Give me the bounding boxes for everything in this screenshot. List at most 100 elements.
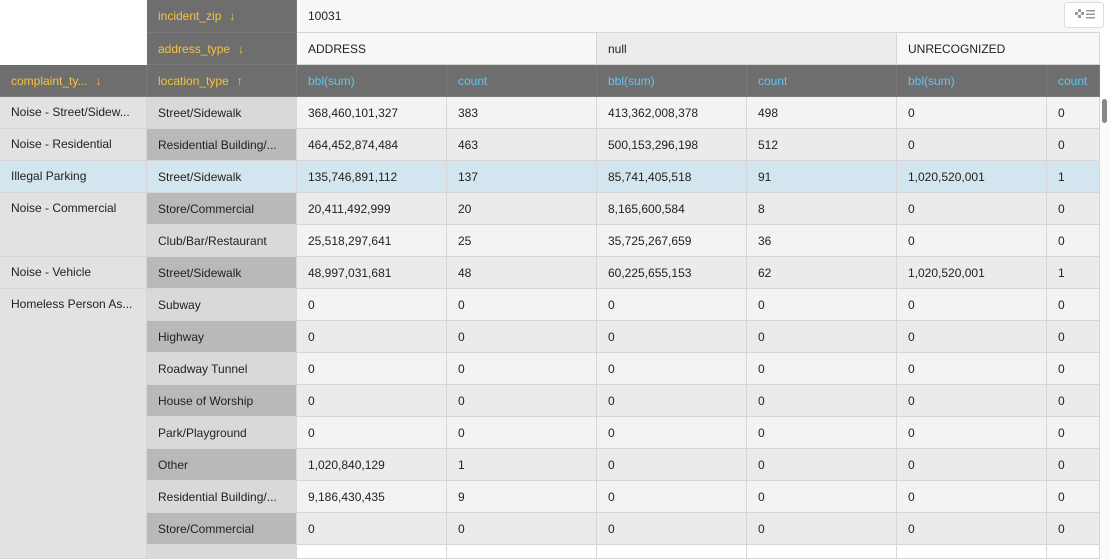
cell-text: 60,225,655,153 <box>608 265 692 280</box>
sort-arrow: ↓ <box>229 9 236 23</box>
cell-text: location_type <box>158 73 229 88</box>
cell-text: 498 <box>758 105 779 120</box>
value-cell: 0 <box>1047 289 1100 321</box>
cell-text: Park/Playground <box>158 425 247 440</box>
location-cell <box>147 545 297 559</box>
value-cell: 62 <box>747 257 897 289</box>
cell-text: bbl(sum) <box>308 73 355 88</box>
cell-text: count <box>458 73 488 88</box>
value-cell: 85,741,405,518 <box>597 161 747 193</box>
location-cell: Other <box>147 449 297 481</box>
measure-header: bbl(sum) <box>297 65 447 97</box>
location-cell: House of Worship <box>147 385 297 417</box>
cell-text: Illegal Parking <box>11 169 87 183</box>
cell-text: 0 <box>608 329 615 344</box>
row-field: complaint_ty... ↓ <box>0 65 147 97</box>
cell-text: 0 <box>308 361 315 376</box>
value-cell: 0 <box>897 129 1047 161</box>
value-cell: 0 <box>447 513 597 545</box>
value-cell: 9,186,430,435 <box>297 481 447 513</box>
value-cell: 20 <box>447 193 597 225</box>
cell-text: 0 <box>1058 297 1065 312</box>
value-cell: 0 <box>897 513 1047 545</box>
value-cell: 0 <box>597 289 747 321</box>
cell-text: 0 <box>458 425 465 440</box>
cell-text: ADDRESS <box>308 41 367 56</box>
cell-text: 0 <box>1058 521 1065 536</box>
cell-text: incident_zip <box>158 9 222 23</box>
value-cell: 0 <box>447 353 597 385</box>
cell-text: 500,153,296,198 <box>608 137 699 152</box>
value-cell: 0 <box>897 417 1047 449</box>
location-cell: Residential Building/... <box>147 129 297 161</box>
location-cell: Street/Sidewalk <box>147 161 297 193</box>
cell-text: 20,411,492,999 <box>308 201 391 216</box>
cell-text: 0 <box>758 361 765 376</box>
group-cell: Noise - Vehicle <box>0 257 147 289</box>
value-cell: 48 <box>447 257 597 289</box>
scrollbar[interactable] <box>1100 97 1110 559</box>
cell-text: 0 <box>908 137 915 152</box>
column-field: incident_zip ↓ <box>147 0 297 33</box>
value-cell: 91 <box>747 161 897 193</box>
cell-text: bbl(sum) <box>908 73 955 88</box>
cell-text: 0 <box>758 393 765 408</box>
value-cell: 0 <box>747 449 897 481</box>
cell-text: 464,452,874,484 <box>308 137 399 152</box>
cell-text: 0 <box>1058 105 1065 120</box>
value-cell: 135,746,891,112 <box>297 161 447 193</box>
cell-text: Street/Sidewalk <box>158 169 242 184</box>
value-cell: 0 <box>747 481 897 513</box>
cell-text: 0 <box>1058 457 1065 472</box>
scrollbar-thumb[interactable] <box>1102 99 1107 123</box>
cell-text: UNRECOGNIZED <box>908 41 1006 56</box>
value-cell: 0 <box>597 417 747 449</box>
cell-text: 0 <box>458 297 465 312</box>
group-cell: Homeless Person As... <box>0 289 147 559</box>
cell-text: 0 <box>1058 425 1065 440</box>
value-cell: 0 <box>897 449 1047 481</box>
value-cell: 0 <box>597 321 747 353</box>
value-cell: 0 <box>747 289 897 321</box>
cell-text: Residential Building/... <box>158 137 277 152</box>
value-cell: 1 <box>1047 257 1100 289</box>
cell-text: 0 <box>308 425 315 440</box>
cell-text: 85,741,405,518 <box>608 169 692 184</box>
value-cell: 463 <box>447 129 597 161</box>
cell-text: 0 <box>308 329 315 344</box>
group-cell: Noise - Street/Sidew... <box>0 97 147 129</box>
measure-header: count <box>747 65 897 97</box>
location-cell: Street/Sidewalk <box>147 257 297 289</box>
cell-text: 0 <box>608 521 615 536</box>
cell-text: count <box>758 73 788 88</box>
value-cell: 0 <box>1047 193 1100 225</box>
value-cell <box>747 545 897 559</box>
value-cell: 413,362,008,378 <box>597 97 747 129</box>
cell-text: 0 <box>758 457 765 472</box>
cell-text: complaint_ty... <box>11 73 88 88</box>
cell-text: 8 <box>758 201 765 216</box>
column-field: address_type ↓ <box>147 33 297 65</box>
settings-icon <box>1075 9 1095 19</box>
cell-text: 0 <box>608 361 615 376</box>
cell-text: 135,746,891,112 <box>308 169 398 184</box>
cell-text: 48 <box>458 265 472 280</box>
value-cell: 0 <box>1047 385 1100 417</box>
value-cell: 1,020,520,001 <box>897 257 1047 289</box>
settings-button[interactable] <box>1064 2 1104 28</box>
value-cell <box>297 545 447 559</box>
value-cell: 0 <box>1047 129 1100 161</box>
measure-header: count <box>1047 65 1100 97</box>
value-cell: 0 <box>897 481 1047 513</box>
cell-text: bbl(sum) <box>608 73 655 88</box>
value-cell: 0 <box>297 417 447 449</box>
cell-text: 1,020,840,129 <box>308 457 385 472</box>
value-cell: 1 <box>1047 161 1100 193</box>
cell-text: Roadway Tunnel <box>158 361 248 376</box>
cell-text: Street/Sidewalk <box>158 265 242 280</box>
value-cell: 137 <box>447 161 597 193</box>
value-cell: 0 <box>897 385 1047 417</box>
cell-text: 0 <box>458 329 465 344</box>
value-cell: 0 <box>1047 353 1100 385</box>
value-cell: 0 <box>1047 481 1100 513</box>
